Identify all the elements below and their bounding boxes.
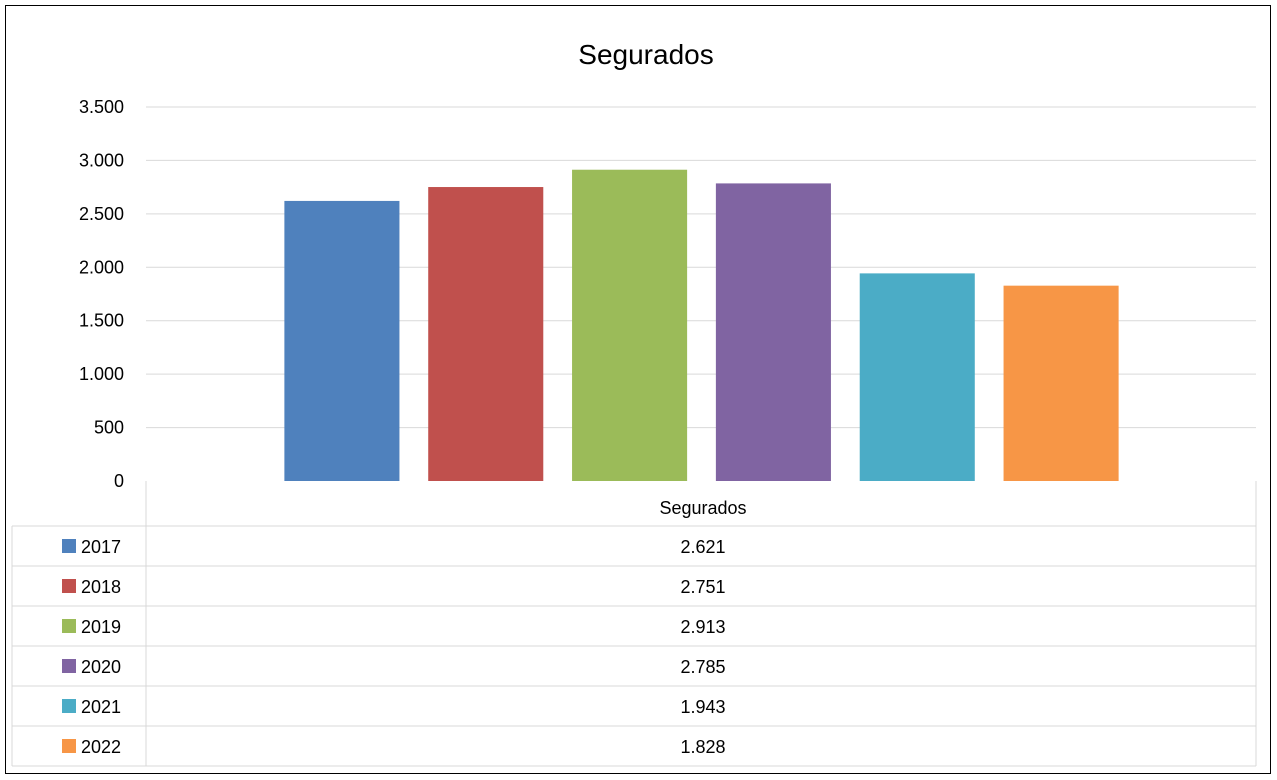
legend-key-2019: [62, 619, 76, 633]
legend-label-2022: 2022: [81, 737, 121, 757]
data-label-2018: 2.751: [680, 577, 725, 597]
chart-title: Segurados: [578, 39, 713, 70]
bars: [284, 169, 1119, 481]
y-tick-label: 0: [114, 471, 124, 491]
legend-key-2017: [62, 539, 76, 553]
legend-label-2019: 2019: [81, 617, 121, 637]
data-label-2022: 1.828: [680, 737, 725, 757]
legend-label-2017: 2017: [81, 537, 121, 557]
y-tick-label: 2.000: [79, 257, 124, 277]
legend-key-2021: [62, 699, 76, 713]
data-label-2021: 1.943: [680, 697, 725, 717]
data-label-2019: 2.913: [680, 617, 725, 637]
y-tick-label: 1.000: [79, 364, 124, 384]
legend-label-2020: 2020: [81, 657, 121, 677]
data-label-2020: 2.785: [680, 657, 725, 677]
bar-chart: Segurados 0 500 1.000 1.500 2.000 2.500 3.000 3…: [11, 39, 1257, 767]
bar-2017: [284, 200, 400, 481]
y-tick-label: 1.500: [79, 311, 124, 331]
bar-2020: [715, 183, 831, 481]
legend-key-2018: [62, 579, 76, 593]
chart-frame: Segurados 0 500 1.000 1.500 2.000 2.500 3.000 3…: [5, 5, 1271, 774]
legend-label-2021: 2021: [81, 697, 121, 717]
y-tick-label: 500: [94, 418, 124, 438]
legend-label-2018: 2018: [81, 577, 121, 597]
y-tick-label: 3.500: [79, 97, 124, 117]
data-label-2017: 2.621: [680, 537, 725, 557]
y-tick-label: 2.500: [79, 204, 124, 224]
bar-2018: [428, 187, 544, 481]
data-table-category-header: Segurados: [659, 498, 746, 518]
bar-2019: [572, 169, 688, 481]
legend-key-2022: [62, 739, 76, 753]
data-table: Segurados 2017 2.621 2018 2.751 2019 2.913 202…: [11, 481, 1257, 767]
y-tick-label: 3.000: [79, 150, 124, 170]
bar-2022: [1003, 285, 1119, 481]
bar-2021: [859, 273, 975, 481]
legend-key-2020: [62, 659, 76, 673]
y-axis: 0 500 1.000 1.500 2.000 2.500 3.000 3.500: [79, 97, 124, 491]
